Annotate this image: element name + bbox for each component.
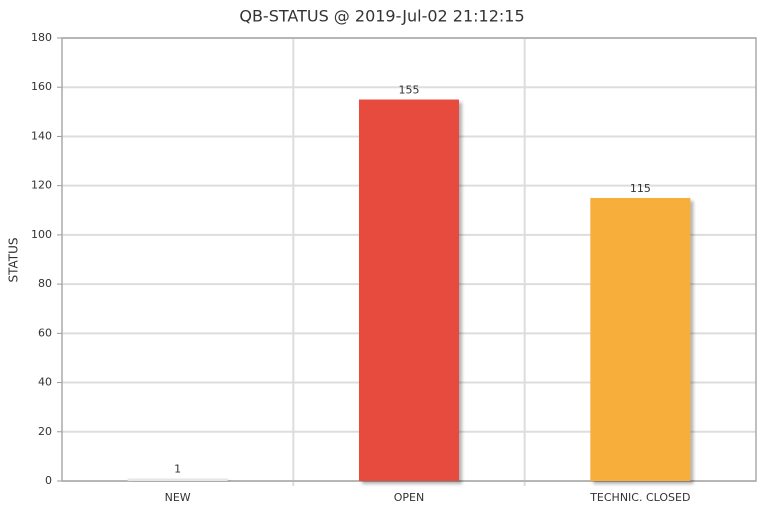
y-tick-label: 120 — [31, 179, 52, 192]
value-label: 1 — [174, 463, 181, 476]
y-axis-label: STATUS — [7, 237, 21, 282]
x-tick-label: NEW — [165, 491, 191, 504]
chart-title: QB-STATUS @ 2019-Jul-02 21:12:15 — [239, 7, 524, 26]
y-tick-label: 20 — [38, 425, 52, 438]
y-tick-label: 140 — [31, 129, 52, 142]
x-tick-label: OPEN — [394, 491, 424, 504]
value-label: 155 — [399, 84, 420, 97]
value-label: 115 — [630, 182, 651, 195]
y-tick-label: 80 — [38, 277, 52, 290]
y-tick-label: 160 — [31, 80, 52, 93]
bar — [359, 99, 459, 482]
y-tick-label: 0 — [45, 474, 52, 487]
y-tick-label: 180 — [31, 31, 52, 44]
bar — [127, 478, 228, 481]
x-tick-label: TECHNIC. CLOSED — [589, 491, 690, 504]
y-tick-label: 40 — [38, 376, 52, 389]
bar — [590, 197, 691, 481]
y-tick-label: 100 — [31, 228, 52, 241]
y-tick-label: 60 — [38, 326, 52, 339]
